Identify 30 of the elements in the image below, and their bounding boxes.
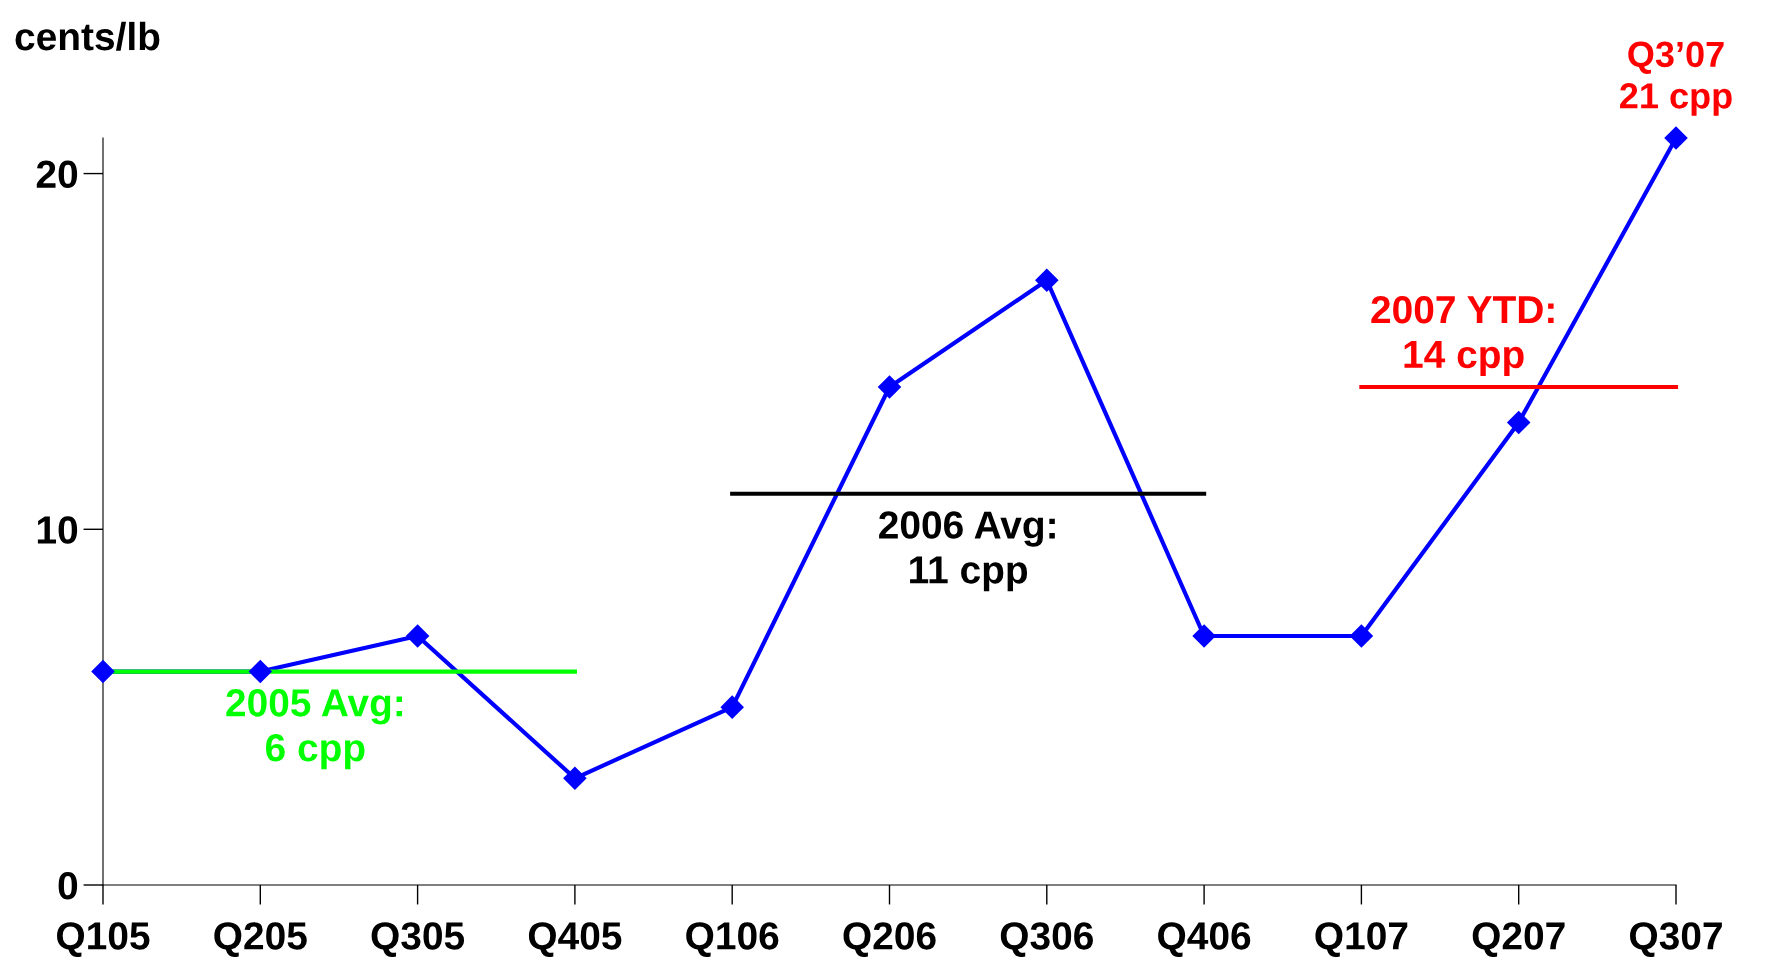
point xyxy=(1507,411,1531,435)
x-tick-label: Q306 xyxy=(1000,922,1093,957)
x-tick-label: Q305 xyxy=(371,922,465,957)
point xyxy=(1349,624,1373,648)
x-tick-label: Q107 xyxy=(1315,922,1408,957)
x-tick-label: Q307 xyxy=(1630,922,1722,957)
series-label: 2006 Avg: 11 cpp xyxy=(879,511,1055,592)
x-tick-label: Q105 xyxy=(57,922,150,957)
x-tick-label: Q205 xyxy=(214,922,307,957)
series-label: 2005 Avg: 6 cpp xyxy=(226,689,403,770)
annotation: Q3’07 21 cpp xyxy=(1620,41,1732,116)
y-tick-label: 20 xyxy=(36,160,78,189)
x-tick-label: Q406 xyxy=(1158,922,1251,957)
point xyxy=(406,624,430,648)
point xyxy=(563,766,587,790)
y-tick-label: 0 xyxy=(58,871,78,900)
y-axis-title: cents/lb xyxy=(15,21,160,51)
point xyxy=(1035,268,1059,292)
point xyxy=(720,695,744,719)
point xyxy=(878,375,901,399)
y-tick-label: 10 xyxy=(37,516,78,544)
point xyxy=(1664,126,1688,150)
x-tick-label: Q206 xyxy=(843,922,936,957)
x-tick-label: Q106 xyxy=(686,922,779,957)
x-tick-label: Q207 xyxy=(1472,922,1565,957)
point xyxy=(248,660,272,684)
point xyxy=(91,660,115,684)
point xyxy=(1192,624,1216,648)
series-label: 2007 YTD: 14 cpp xyxy=(1371,295,1554,376)
x-tick-label: Q405 xyxy=(528,922,622,957)
